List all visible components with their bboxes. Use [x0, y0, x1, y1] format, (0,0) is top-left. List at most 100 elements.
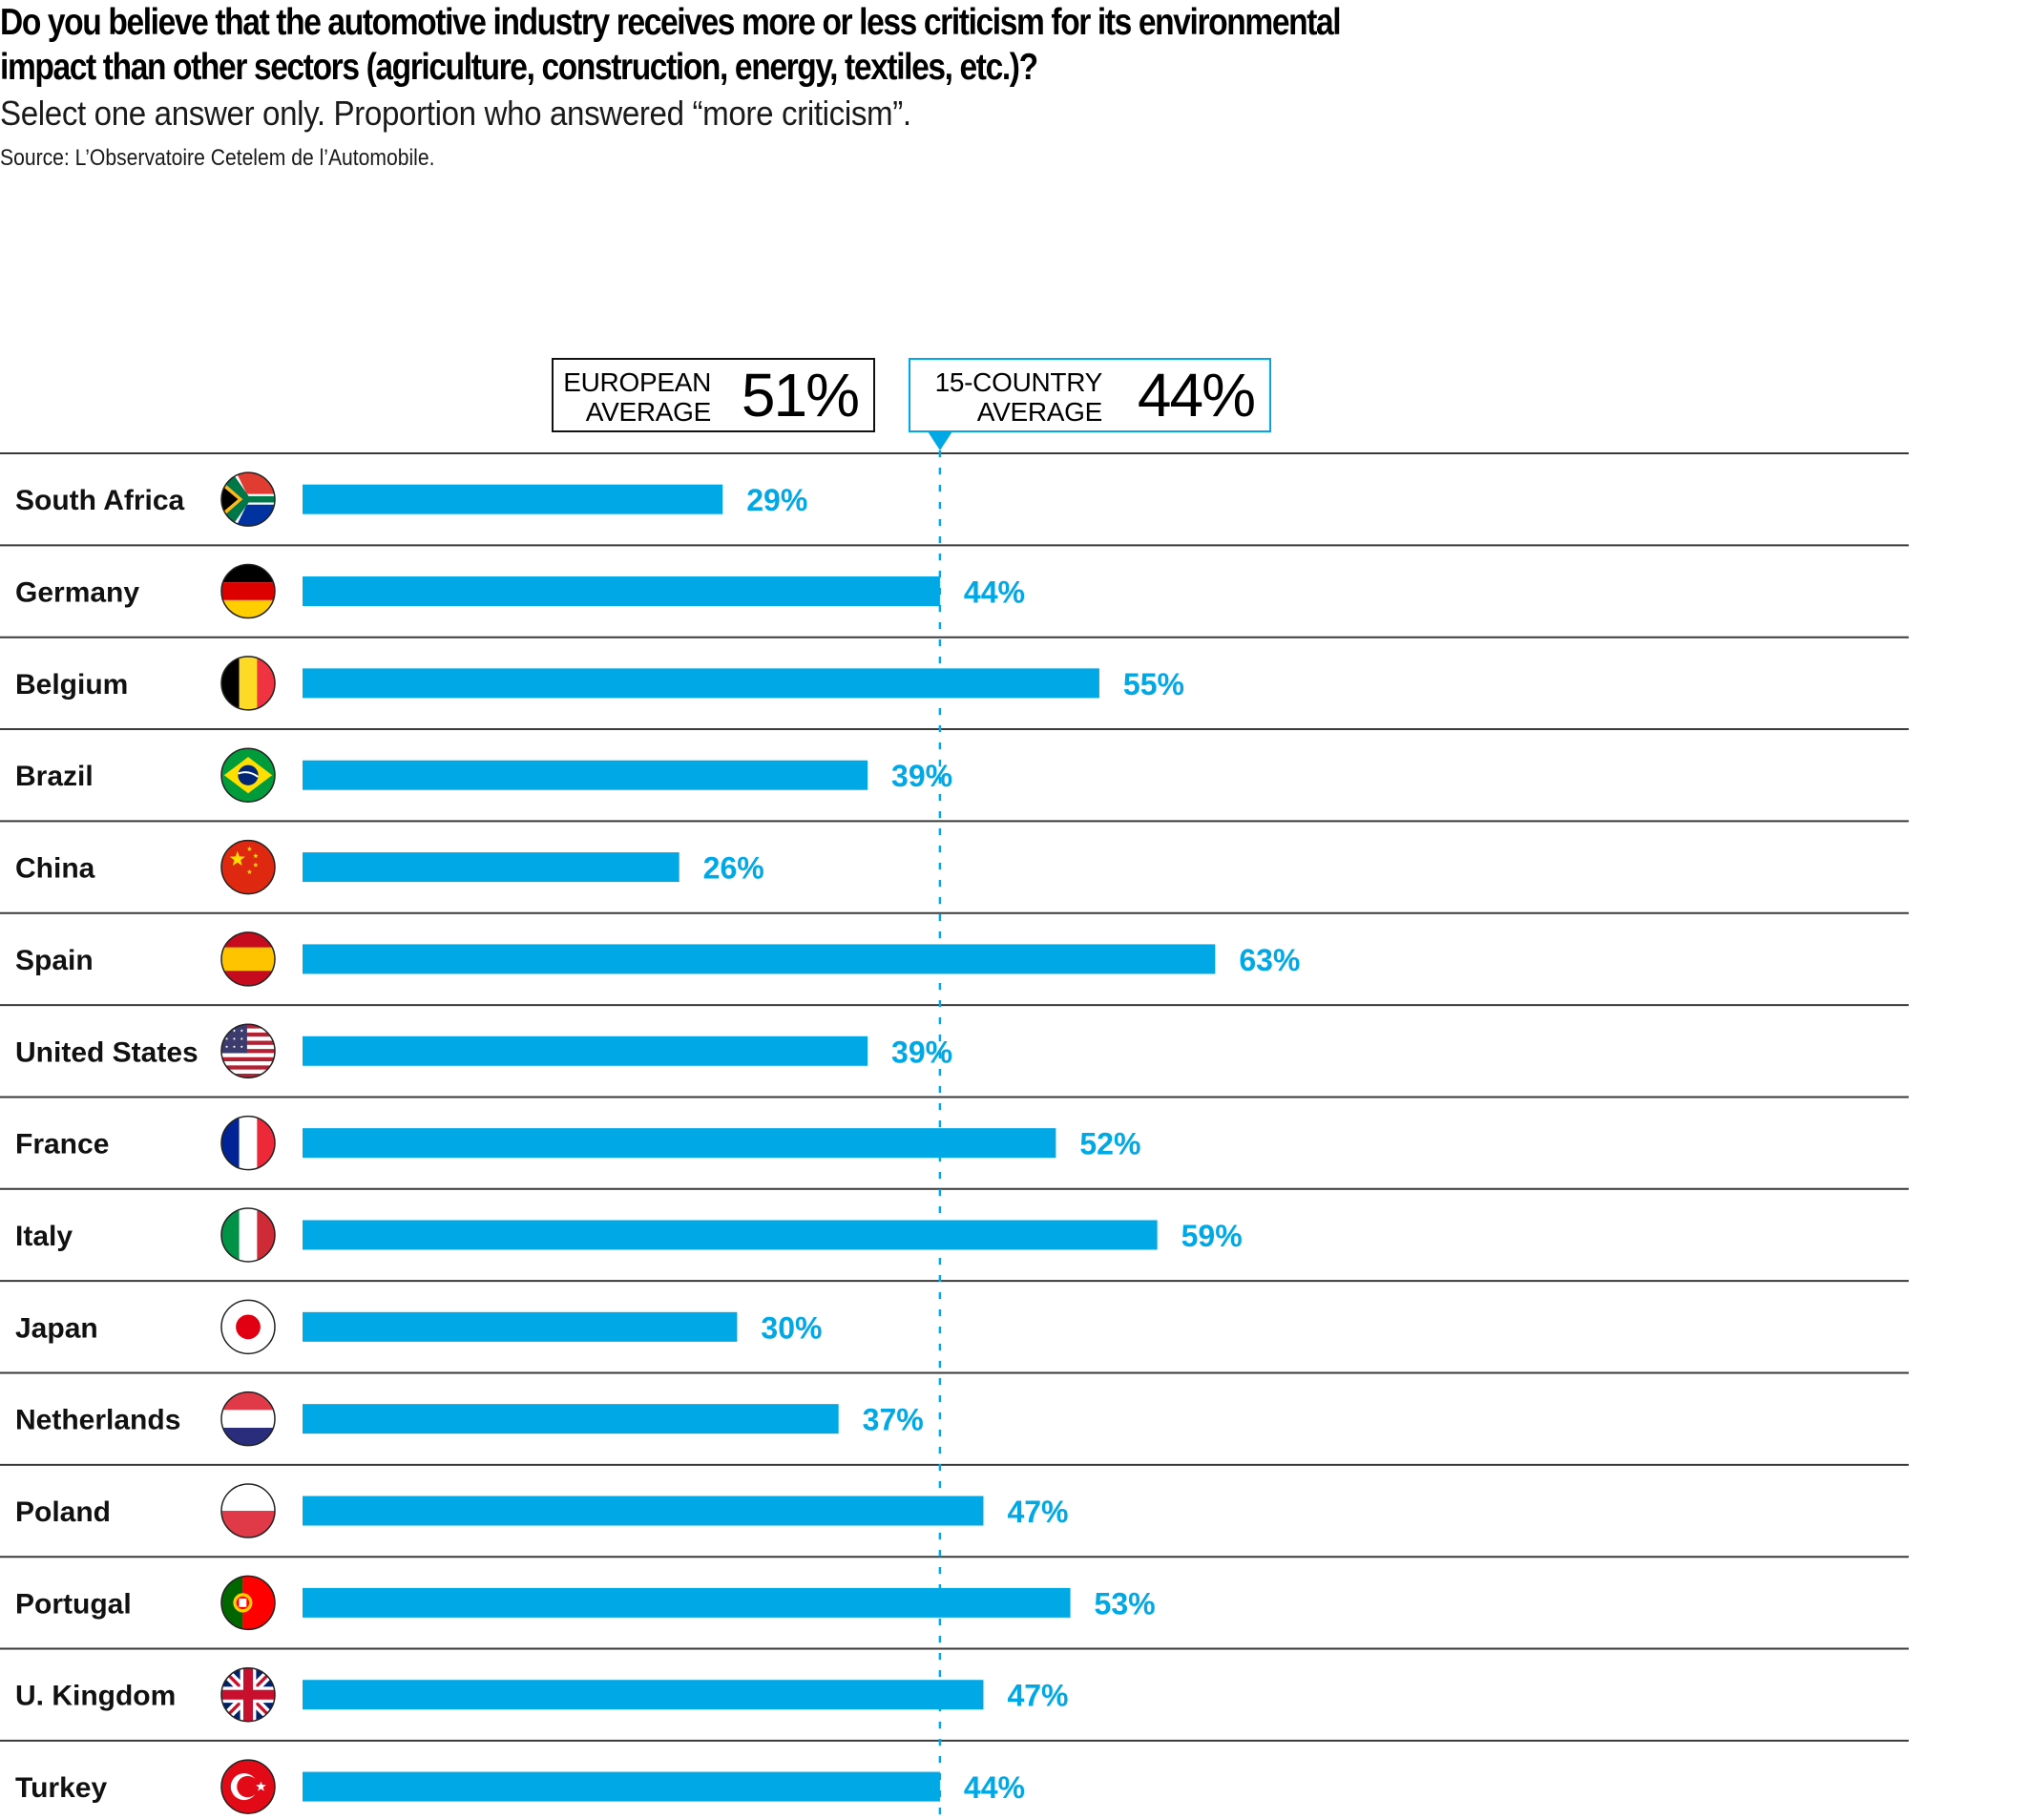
chart-title-line-2: impact than other sectors (agriculture, … [0, 47, 1038, 88]
value-label: 44% [964, 575, 1025, 610]
chart-row: Poland [15, 1483, 984, 1538]
japan-flag-icon [221, 1300, 275, 1354]
chart-row: Portugal [15, 1575, 1071, 1631]
china-flag-icon [221, 840, 275, 894]
bar [303, 484, 723, 514]
fifteen-country-average-label: 15-COUNTRY AVERAGE [934, 367, 1103, 427]
country-label: Brazil [15, 761, 94, 792]
bar [303, 760, 868, 790]
flag-outline [220, 1483, 276, 1538]
country-label: Germany [15, 577, 139, 609]
country-label: South Africa [15, 485, 185, 516]
value-label: 59% [1181, 1219, 1243, 1253]
france-flag-icon [221, 1116, 275, 1170]
value-label: 39% [891, 1035, 952, 1069]
value-label: 29% [746, 483, 807, 517]
chart-row: Brazil [15, 747, 868, 803]
belgium-flag-icon [221, 656, 275, 710]
flag-outline [220, 1115, 276, 1171]
country-label: Poland [15, 1496, 111, 1528]
bar [303, 1496, 984, 1526]
bar [303, 944, 1216, 974]
bar [303, 852, 679, 883]
bar [303, 1680, 984, 1710]
spain-flag-icon [221, 931, 275, 986]
flag-outline [220, 1023, 276, 1079]
country-label: Spain [15, 945, 94, 976]
chart-row: Spain [15, 931, 1216, 987]
bar [303, 1311, 738, 1342]
chart-title-line-1: Do you believe that the automotive indus… [0, 2, 1342, 43]
south-africa-flag-icon [221, 472, 275, 527]
chart-row: South Africa [15, 471, 723, 527]
chart-row: Turkey [15, 1759, 940, 1814]
flag-outline [220, 1759, 276, 1814]
united-states-flag-icon [221, 1024, 275, 1078]
chart-row: France [15, 1115, 1056, 1171]
flag-outline [220, 1207, 276, 1263]
chart-row: U. Kingdom [15, 1666, 984, 1723]
chart-row: Belgium [15, 656, 1099, 711]
chart-row: Netherlands [15, 1391, 839, 1447]
value-label: 55% [1123, 667, 1184, 701]
country-label: Turkey [15, 1772, 107, 1804]
value-label: 26% [703, 851, 764, 886]
flag-outline [220, 1666, 276, 1723]
bar [303, 576, 940, 607]
value-label: 53% [1095, 1586, 1156, 1621]
country-label: U. Kingdom [15, 1681, 176, 1712]
chart-subtitle: Select one answer only. Proportion who a… [0, 94, 911, 133]
value-label: 39% [891, 759, 952, 793]
value-label: 47% [1007, 1495, 1068, 1529]
bar [303, 1036, 868, 1066]
bar [303, 1220, 1158, 1250]
flag-outline [220, 747, 276, 803]
country-label: Portugal [15, 1588, 132, 1620]
chart-row: Italy [15, 1207, 1158, 1263]
chart-row: Germany [15, 563, 940, 619]
country-label: Netherlands [15, 1405, 180, 1436]
average-pointer-icon [928, 431, 952, 450]
brazil-flag-icon [221, 748, 275, 803]
value-label: 44% [964, 1770, 1025, 1805]
value-label: 30% [761, 1310, 822, 1345]
flag-outline [220, 656, 276, 711]
chart-row: Japan [15, 1299, 738, 1355]
bar [303, 1587, 1071, 1618]
source-note: Source: L’Observatoire Cetelem de l’Auto… [0, 145, 435, 171]
country-label: Japan [15, 1312, 98, 1344]
turkey-flag-icon [221, 1760, 275, 1814]
european-average-value: 51% [741, 361, 860, 429]
bar [303, 668, 1099, 699]
chart-title: Do you believe that the automotive indus… [0, 0, 1342, 90]
bar [303, 1771, 940, 1802]
value-label: 37% [863, 1403, 924, 1437]
european-average-label: EUROPEAN AVERAGE [563, 367, 711, 427]
flag-outline [220, 563, 276, 619]
flag-outline [220, 931, 276, 987]
value-label: 63% [1239, 943, 1300, 977]
flag-outline [220, 1299, 276, 1355]
germany-flag-icon [221, 564, 275, 618]
fifteen-country-average-value: 44% [1137, 361, 1256, 429]
european-average-box: EUROPEAN AVERAGE 51% [552, 358, 875, 432]
value-label: 47% [1007, 1679, 1068, 1713]
chart-row: United States [15, 1023, 868, 1079]
value-label: 52% [1079, 1127, 1140, 1161]
flag-outline [220, 1391, 276, 1447]
country-label: Italy [15, 1221, 73, 1252]
bar [303, 1128, 1056, 1159]
flag-outline [220, 471, 276, 527]
fifteen-country-average-box: 15-COUNTRY AVERAGE 44% [909, 358, 1271, 432]
flag-outline [220, 839, 276, 895]
country-label: France [15, 1129, 109, 1161]
united-kingdom-flag-icon [221, 1667, 275, 1722]
netherlands-flag-icon [221, 1391, 275, 1446]
italy-flag-icon [221, 1207, 275, 1262]
flag-outline [220, 1575, 276, 1631]
chart-row: China [15, 839, 679, 895]
country-label: China [15, 853, 95, 885]
bar [303, 1404, 839, 1434]
country-label: Belgium [15, 669, 128, 701]
